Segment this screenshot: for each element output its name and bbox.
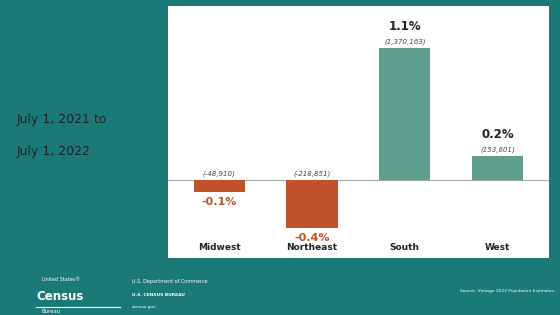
Text: -0.1%: -0.1% bbox=[202, 197, 237, 207]
Text: U.S. CENSUS BUREAU: U.S. CENSUS BUREAU bbox=[132, 293, 184, 297]
Text: (-218,851): (-218,851) bbox=[293, 170, 330, 177]
Text: (153,601): (153,601) bbox=[480, 146, 515, 153]
Text: July 1, 2022: July 1, 2022 bbox=[17, 145, 91, 158]
Text: census.gov: census.gov bbox=[132, 305, 156, 309]
Text: Bureau: Bureau bbox=[42, 309, 61, 314]
Text: (1,370,163): (1,370,163) bbox=[384, 38, 426, 45]
Text: by Region:: by Region: bbox=[17, 76, 97, 89]
Text: Midwest: Midwest bbox=[198, 243, 240, 252]
Text: -0.4%: -0.4% bbox=[294, 233, 330, 243]
Bar bbox=[286, 180, 338, 228]
Bar bbox=[194, 180, 245, 192]
Text: South: South bbox=[390, 243, 420, 252]
Text: U.S. Department of Commerce: U.S. Department of Commerce bbox=[132, 279, 207, 284]
Text: Census: Census bbox=[36, 290, 84, 303]
Text: West: West bbox=[485, 243, 510, 252]
Text: Northeast: Northeast bbox=[286, 243, 338, 252]
Text: United States®: United States® bbox=[42, 277, 80, 282]
Text: Population Change: Population Change bbox=[17, 38, 158, 51]
Bar bbox=[472, 156, 523, 180]
Text: July 1, 2021 to: July 1, 2021 to bbox=[17, 113, 107, 126]
Text: 1.1%: 1.1% bbox=[389, 20, 421, 33]
Bar bbox=[379, 48, 431, 180]
Text: 0.2%: 0.2% bbox=[482, 128, 514, 141]
Text: (-48,910): (-48,910) bbox=[203, 170, 235, 177]
Text: Source: Vintage 2022 Population Estimates: Source: Vintage 2022 Population Estimate… bbox=[460, 289, 554, 293]
